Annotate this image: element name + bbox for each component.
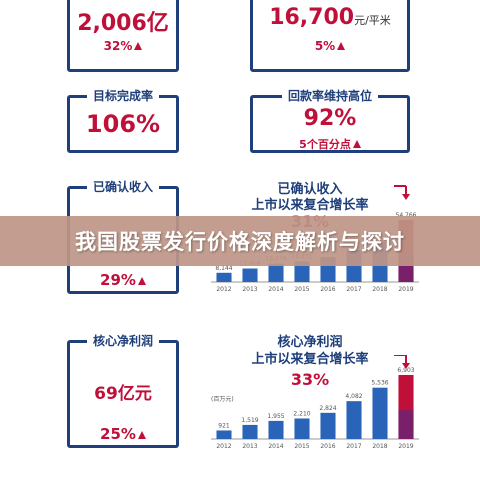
x-tick-label: 2013	[242, 443, 257, 450]
chart-revenue-title: 已确认收入	[277, 182, 343, 197]
x-tick-label: 2019	[398, 443, 413, 450]
data-label: 2,210	[293, 411, 310, 418]
title-banner: 我国股票发行价格深度解析与探讨	[0, 216, 480, 266]
data-label: 6,903	[397, 367, 414, 374]
card-target-rate: 目标完成率 106%	[67, 89, 179, 153]
x-tick-label: 2012	[216, 286, 231, 293]
chart-profit-svg: 921 2012 1,519 2013 1,955 2014 2,210 2015 2,824 2…	[211, 355, 419, 450]
card-collection-rate-note: 5个百分点	[299, 138, 351, 151]
unit-label: (百万元)	[211, 396, 234, 403]
x-tick-label: 2017	[346, 286, 361, 293]
data-label: 4,082	[345, 393, 362, 400]
chart-revenue-subtitle: 上市以来复合增长率	[251, 198, 369, 213]
card-revenue-title: 已确认收入	[86, 180, 159, 194]
chart-profit-title: 核心净利润	[277, 335, 343, 350]
data-label: 2,824	[319, 405, 336, 412]
card-collection-rate-value: 92%	[303, 106, 357, 131]
card-top-right-growth-row: 5%	[253, 39, 407, 53]
bar	[268, 263, 284, 282]
card-top-left: 2,006亿 32%	[67, 0, 179, 72]
bar-highlight-segment	[398, 410, 414, 439]
card-top-left-growth: 32%	[103, 39, 133, 53]
bar	[294, 261, 310, 282]
bar	[320, 412, 336, 439]
x-tick-label: 2013	[242, 286, 257, 293]
x-tick-label: 2015	[294, 443, 309, 450]
card-target-rate-value: 106%	[85, 110, 161, 138]
card-collection-rate: 回款率维持高位 92% 5个百分点	[250, 89, 410, 153]
up-arrow-icon	[137, 431, 146, 439]
up-arrow-icon	[337, 42, 346, 50]
card-top-left-value: 2,006亿	[77, 11, 169, 36]
data-label: 5,536	[371, 380, 388, 387]
card-core-profit-value: 69亿元	[94, 384, 152, 404]
x-tick-label: 2019	[398, 286, 413, 293]
card-core-profit-growth-row: 25%	[70, 425, 176, 443]
arrow-down-icon	[402, 363, 410, 369]
bar	[242, 424, 258, 439]
data-label: 54,766	[396, 212, 417, 219]
card-collection-rate-title: 回款率维持高位	[281, 89, 378, 103]
bar	[294, 418, 310, 439]
up-arrow-icon	[134, 42, 143, 50]
x-tick-label: 2018	[372, 286, 387, 293]
card-core-profit-title: 核心净利润	[86, 334, 159, 348]
bar	[268, 420, 284, 439]
x-tick-label: 2017	[346, 443, 361, 450]
x-tick-label: 2014	[268, 286, 283, 293]
x-tick-label: 2018	[372, 443, 387, 450]
card-top-right-unit: 元/平米	[354, 14, 391, 27]
arrow-down-icon	[402, 194, 410, 200]
chart-profit-subtitle: 上市以来复合增长率	[251, 352, 369, 367]
data-label: 921	[218, 422, 230, 429]
bar	[216, 272, 232, 282]
card-top-right-value: 16,700	[269, 5, 355, 30]
up-arrow-icon	[352, 140, 361, 148]
card-top-left-growth-row: 32%	[70, 39, 176, 53]
bar	[372, 387, 388, 439]
data-label: 1,955	[267, 413, 284, 420]
data-label: 8,144	[215, 265, 232, 272]
chart-profit-cagr: 33%	[290, 370, 330, 389]
data-label: 1,519	[241, 417, 258, 424]
card-core-profit: 核心净利润 69亿元 25%	[67, 334, 179, 448]
x-tick-label: 2014	[268, 443, 283, 450]
card-collection-rate-note-row: 5个百分点	[253, 136, 407, 152]
x-tick-label: 2016	[320, 286, 335, 293]
card-revenue-growth-row: 29%	[70, 271, 176, 289]
bar	[346, 401, 362, 439]
x-tick-label: 2012	[216, 443, 231, 450]
card-top-right: 16,700元/平米 5%	[250, 0, 410, 72]
x-tick-label: 2015	[294, 286, 309, 293]
bar	[242, 268, 258, 282]
card-revenue-growth: 29%	[100, 271, 136, 289]
up-arrow-icon	[137, 277, 146, 285]
banner-text: 我国股票发行价格深度解析与探讨	[75, 230, 405, 254]
card-top-right-growth: 5%	[314, 39, 336, 53]
card-target-rate-title: 目标完成率	[86, 89, 159, 103]
card-core-profit-growth: 25%	[100, 425, 136, 443]
bar	[216, 430, 232, 439]
card-top-right-value-row: 16,700元/平米	[253, 5, 407, 30]
x-tick-label: 2016	[320, 443, 335, 450]
